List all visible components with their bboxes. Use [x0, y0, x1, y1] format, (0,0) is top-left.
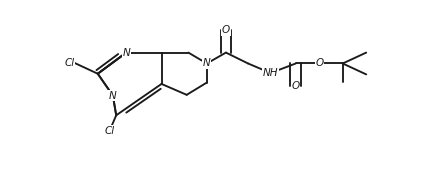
Text: O: O: [292, 81, 300, 91]
Text: Cl: Cl: [64, 58, 74, 68]
Text: O: O: [222, 25, 230, 35]
Text: N: N: [203, 58, 211, 68]
Text: O: O: [315, 58, 323, 68]
Text: N: N: [123, 48, 130, 58]
Text: N: N: [109, 90, 117, 101]
Text: NH: NH: [263, 68, 278, 78]
Text: Cl: Cl: [104, 126, 115, 136]
